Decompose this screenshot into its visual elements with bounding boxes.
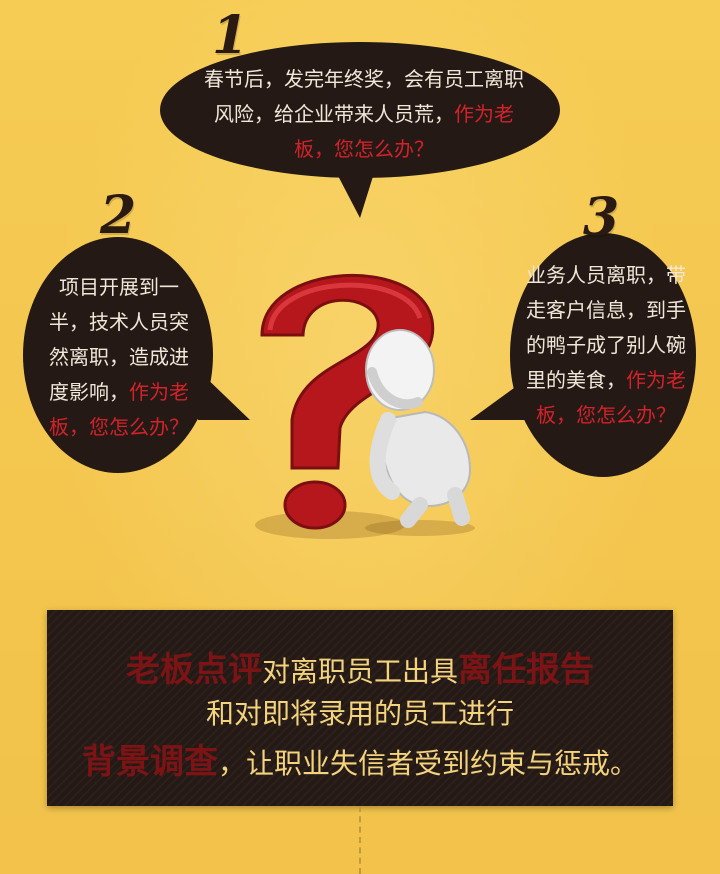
panel-text-1: 对离职员工出具 <box>261 655 458 688</box>
comment-panel: 老板点评对离职员工出具离任报告 和对即将录用的员工进行 背景调查，让职业失信者受… <box>47 610 673 806</box>
bubble-text-1-red: 作为老板，您怎么办？ <box>294 102 514 161</box>
bubble-text-2-red: 作为老板，您怎么办？ <box>49 380 189 439</box>
panel-line-3: 背景调查，让职业失信者受到约束与惩戒。 <box>47 734 673 783</box>
bubble-text-1-plain: 春节后，发完年终奖，会有员工离职风险，给企业带来人员荒， <box>204 67 524 126</box>
question-mark-icon <box>255 273 435 539</box>
panel-highlight-report: 离任报告 <box>458 650 594 690</box>
speech-bubble-2 <box>23 237 250 473</box>
bubble-number-2: 2 <box>100 185 137 246</box>
bubble-text-2: 项目开展到一半，技术人员突然离职，造成进度影响，作为老板，您怎么办？ <box>40 270 198 445</box>
panel-text-3: ，让职业失信者受到约束与惩戒。 <box>217 747 638 780</box>
speech-bubble-3 <box>470 233 696 477</box>
bubble-text-1: 春节后，发完年终奖，会有员工离职风险，给企业带来人员荒，作为老板，您怎么办？ <box>196 62 532 167</box>
panel-highlight-background-check: 背景调查 <box>81 742 218 782</box>
panel-line-2: 和对即将录用的员工进行 <box>205 697 514 730</box>
panel-highlight-boss-comment: 老板点评 <box>125 650 262 690</box>
panel-line-1: 老板点评对离职员工出具离任报告 <box>47 642 673 691</box>
bubble-number-3: 3 <box>583 187 620 248</box>
bubble-text-3-plain: 业务人员离职，带走客户信息，到手的鸭子成了别人碗里的美食， <box>526 263 686 392</box>
bubble-number-1: 1 <box>212 5 249 66</box>
bubble-text-3: 业务人员离职，带走客户信息，到手的鸭子成了别人碗里的美食，作为老板，您怎么办？ <box>524 258 688 433</box>
bubble-text-3-red: 作为老板，您怎么办？ <box>536 368 686 427</box>
thinking-person-icon <box>365 329 475 536</box>
bubble-text-2-plain: 项目开展到一半，技术人员突然离职，造成进度影响， <box>49 275 189 404</box>
speech-bubble-1 <box>160 42 560 218</box>
dashed-divider <box>359 806 361 874</box>
